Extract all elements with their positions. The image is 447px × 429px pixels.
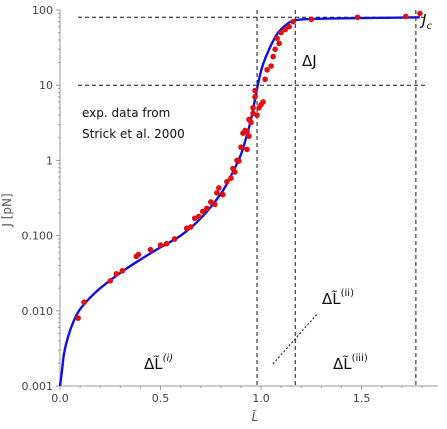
data-point [135, 251, 142, 258]
delta-l-ii-label: ΔL̃(ii) [322, 288, 354, 308]
note-line-1: exp. data from [82, 106, 170, 120]
data-point [274, 35, 280, 42]
data-point [278, 29, 284, 36]
data-point [147, 246, 154, 253]
delta-l-i-main: ΔL̃ [144, 354, 163, 373]
data-point [220, 191, 226, 198]
data-point [260, 99, 266, 105]
data-point [119, 268, 126, 274]
delta-l-iii-label: ΔL̃(iii) [333, 353, 368, 373]
data-point [216, 185, 222, 191]
fit-curve [58, 16, 420, 387]
y-tick-label: 0.001 [22, 380, 54, 393]
data-point [214, 190, 220, 196]
y-tick-label: 10 [39, 79, 53, 92]
jc-label: Jc [419, 11, 432, 32]
data-point [207, 199, 214, 205]
delta-l-ii-main: ΔL̃ [322, 289, 341, 308]
y-axis-label: J [pN] [0, 193, 14, 227]
data-point [75, 315, 81, 321]
delta-l-iii-sup: (iii) [352, 353, 368, 364]
y-tick-label: 0.100 [22, 230, 54, 243]
data-point [187, 224, 194, 230]
data-point [113, 271, 120, 277]
data-point [224, 178, 230, 185]
data-point [203, 205, 210, 212]
x-axis-label: L̃ [252, 410, 259, 424]
delta-j-label: ΔJ [302, 52, 317, 70]
jc-label-sub: c [426, 21, 432, 32]
delta-l-i-label: ΔL̃(i) [144, 353, 173, 373]
data-point [244, 129, 250, 135]
x-tick-label: 1.0 [252, 392, 270, 405]
data-point [163, 240, 170, 247]
data-point [354, 14, 361, 21]
data-point [308, 16, 315, 23]
data-point [236, 158, 242, 164]
guide-lines [78, 10, 428, 386]
data-point [212, 201, 218, 208]
y-tick-label: 1 [46, 154, 53, 167]
data-point [282, 26, 288, 33]
data-point [248, 119, 254, 126]
data-point [264, 67, 270, 73]
data-point [199, 208, 206, 215]
x-tick-label: 0.5 [152, 392, 170, 405]
data-point [244, 146, 250, 153]
data-point [254, 112, 260, 118]
data-point [232, 169, 238, 175]
x-tick-label: 0.0 [51, 392, 69, 405]
data-point [290, 18, 297, 25]
fit-curve-layer [58, 16, 420, 387]
delta-l-ii-sup: (ii) [341, 288, 354, 299]
data-point [238, 144, 244, 150]
y-tick-label: 100 [32, 4, 53, 17]
data-point [417, 10, 423, 17]
jc-label-main: J [419, 11, 426, 29]
x-ticks: 0.0 0.5 1.0 1.5 [51, 386, 423, 405]
delta-l-iii-main: ΔL̃ [333, 354, 352, 373]
data-point [252, 87, 258, 94]
data-point [286, 23, 293, 30]
data-point [157, 242, 164, 248]
data-point [276, 40, 282, 47]
data-point [107, 278, 114, 284]
y-tick-label: 0.010 [22, 305, 54, 318]
axes: 0.0 0.5 1.0 1.5 0.001 0.010 0.100 1 10 100 [22, 4, 438, 405]
data-point [270, 53, 276, 60]
delta-l-ii-pointer [272, 312, 319, 365]
data-point [81, 299, 87, 306]
data-point [403, 13, 409, 20]
data-point [250, 105, 256, 111]
data-point [228, 175, 234, 181]
data-point [252, 94, 258, 100]
data-point [268, 63, 274, 69]
data-points [75, 10, 423, 321]
data-point [272, 46, 278, 53]
data-point [262, 76, 268, 83]
delta-l-i-sup: (i) [163, 353, 174, 364]
data-point [246, 133, 252, 139]
data-point [195, 213, 202, 220]
x-tick-label: 1.5 [353, 392, 371, 405]
note-line-2: Strick et al. 2000 [82, 127, 185, 141]
y-ticks: 0.001 0.010 0.100 1 10 100 [22, 4, 60, 393]
data-point [171, 236, 178, 242]
